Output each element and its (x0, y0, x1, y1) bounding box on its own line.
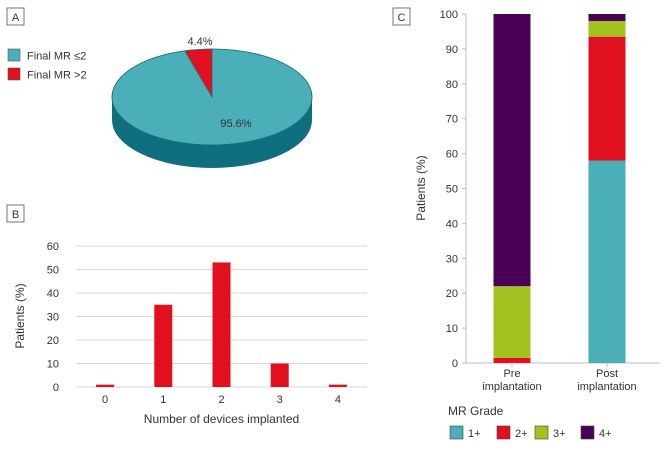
legend-label: 2+ (515, 428, 528, 440)
bar-segment-1plus-1 (588, 160, 626, 363)
y-tick-label: 30 (47, 312, 59, 324)
y-tick-label: 60 (446, 149, 458, 161)
pie-legend-swatch (7, 67, 21, 81)
panel-a: A Final MR ≤2 Final MR >2 95.6% 4.4% (6, 7, 313, 168)
bar-4 (328, 384, 347, 387)
legend-swatch-3plus (534, 425, 549, 440)
pie-rim (111, 48, 313, 146)
panel-c-label: C (398, 12, 406, 24)
pie-legend-label: Final MR ≤2 (27, 51, 86, 63)
y-tick-label: 10 (446, 323, 458, 335)
x-tick-label: 0 (102, 394, 108, 406)
panel-a-label: A (12, 12, 20, 24)
legend-swatch-4plus (580, 425, 595, 440)
legend-label: 3+ (553, 428, 566, 440)
y-tick-label: 100 (440, 9, 458, 21)
pie-legend-label: Final MR >2 (27, 70, 87, 82)
bar-segment-2plus-0 (493, 357, 531, 363)
pie-label-95: 95.6% (220, 118, 251, 130)
bar-3 (270, 363, 289, 387)
y-tick-label: 30 (446, 253, 458, 265)
pie-legend: Final MR ≤2 Final MR >2 (7, 48, 87, 82)
x-tick-label: 4 (335, 394, 341, 406)
y-tick-label: 50 (446, 184, 458, 196)
y-tick-label: 60 (47, 241, 59, 253)
panel-c: C 0102030405060708090100PreimplantationP… (392, 7, 660, 440)
panel-b-label-box (6, 204, 25, 223)
y-axis-title: Patients (%) (414, 155, 428, 220)
y-tick-label: 50 (47, 265, 59, 277)
pie-legend-swatch (7, 48, 21, 62)
y-tick-label: 70 (446, 114, 458, 126)
y-tick-label: 40 (446, 218, 458, 230)
legend-swatch-1plus (449, 425, 464, 440)
x-tick-label: implantation (482, 381, 541, 393)
bar-segment-2plus-1 (588, 36, 626, 161)
pie-chart: 95.6% 4.4% (111, 36, 313, 168)
x-tick-label: Pre (503, 368, 520, 380)
legend-title: MR Grade (448, 404, 504, 418)
x-tick-label: 3 (277, 394, 283, 406)
x-axis-title: Number of devices implanted (144, 412, 299, 426)
y-tick-label: 40 (47, 288, 59, 300)
y-tick-label: 20 (446, 288, 458, 300)
bar-segment-3plus-1 (588, 20, 626, 37)
panel-b-label: B (12, 209, 19, 221)
y-tick-label: 0 (452, 358, 458, 370)
x-tick-label: 2 (218, 394, 224, 406)
x-tick-label: Post (596, 368, 618, 380)
panel-c-label-box (392, 7, 411, 26)
panel-a-label-box (6, 7, 25, 26)
y-tick-label: 10 (47, 359, 59, 371)
y-tick-label: 80 (446, 79, 458, 91)
legend-swatch-2plus (496, 425, 511, 440)
bar-2 (212, 262, 231, 387)
y-tick-label: 0 (53, 382, 59, 394)
pie-label-4: 4.4% (187, 36, 212, 48)
bar-segment-3plus-0 (493, 286, 531, 358)
bar-chart-devices: 0 10 20 30 40 50 60 0 1 2 3 4 Number of devices impl… (13, 241, 367, 426)
y-axis-title: Patients (%) (13, 283, 27, 348)
bar-segment-4plus-1 (588, 14, 626, 21)
y-tick-label: 20 (47, 335, 59, 347)
bar-0 (96, 384, 115, 387)
panel-b: B 0 10 20 30 40 50 60 0 1 2 3 4 Number of devices im… (6, 204, 367, 426)
x-tick-label: implantation (577, 381, 636, 393)
stacked-bar-chart-mr-grade: 0102030405060708090100PreimplantationPos… (414, 9, 660, 440)
x-tick-label: 1 (160, 394, 166, 406)
y-tick-label: 90 (446, 44, 458, 56)
pie-side-wall (112, 97, 312, 168)
legend-label: 4+ (599, 428, 612, 440)
bar-segment-4plus-0 (493, 14, 531, 287)
bar-1 (154, 304, 173, 387)
legend-label: 1+ (468, 428, 481, 440)
